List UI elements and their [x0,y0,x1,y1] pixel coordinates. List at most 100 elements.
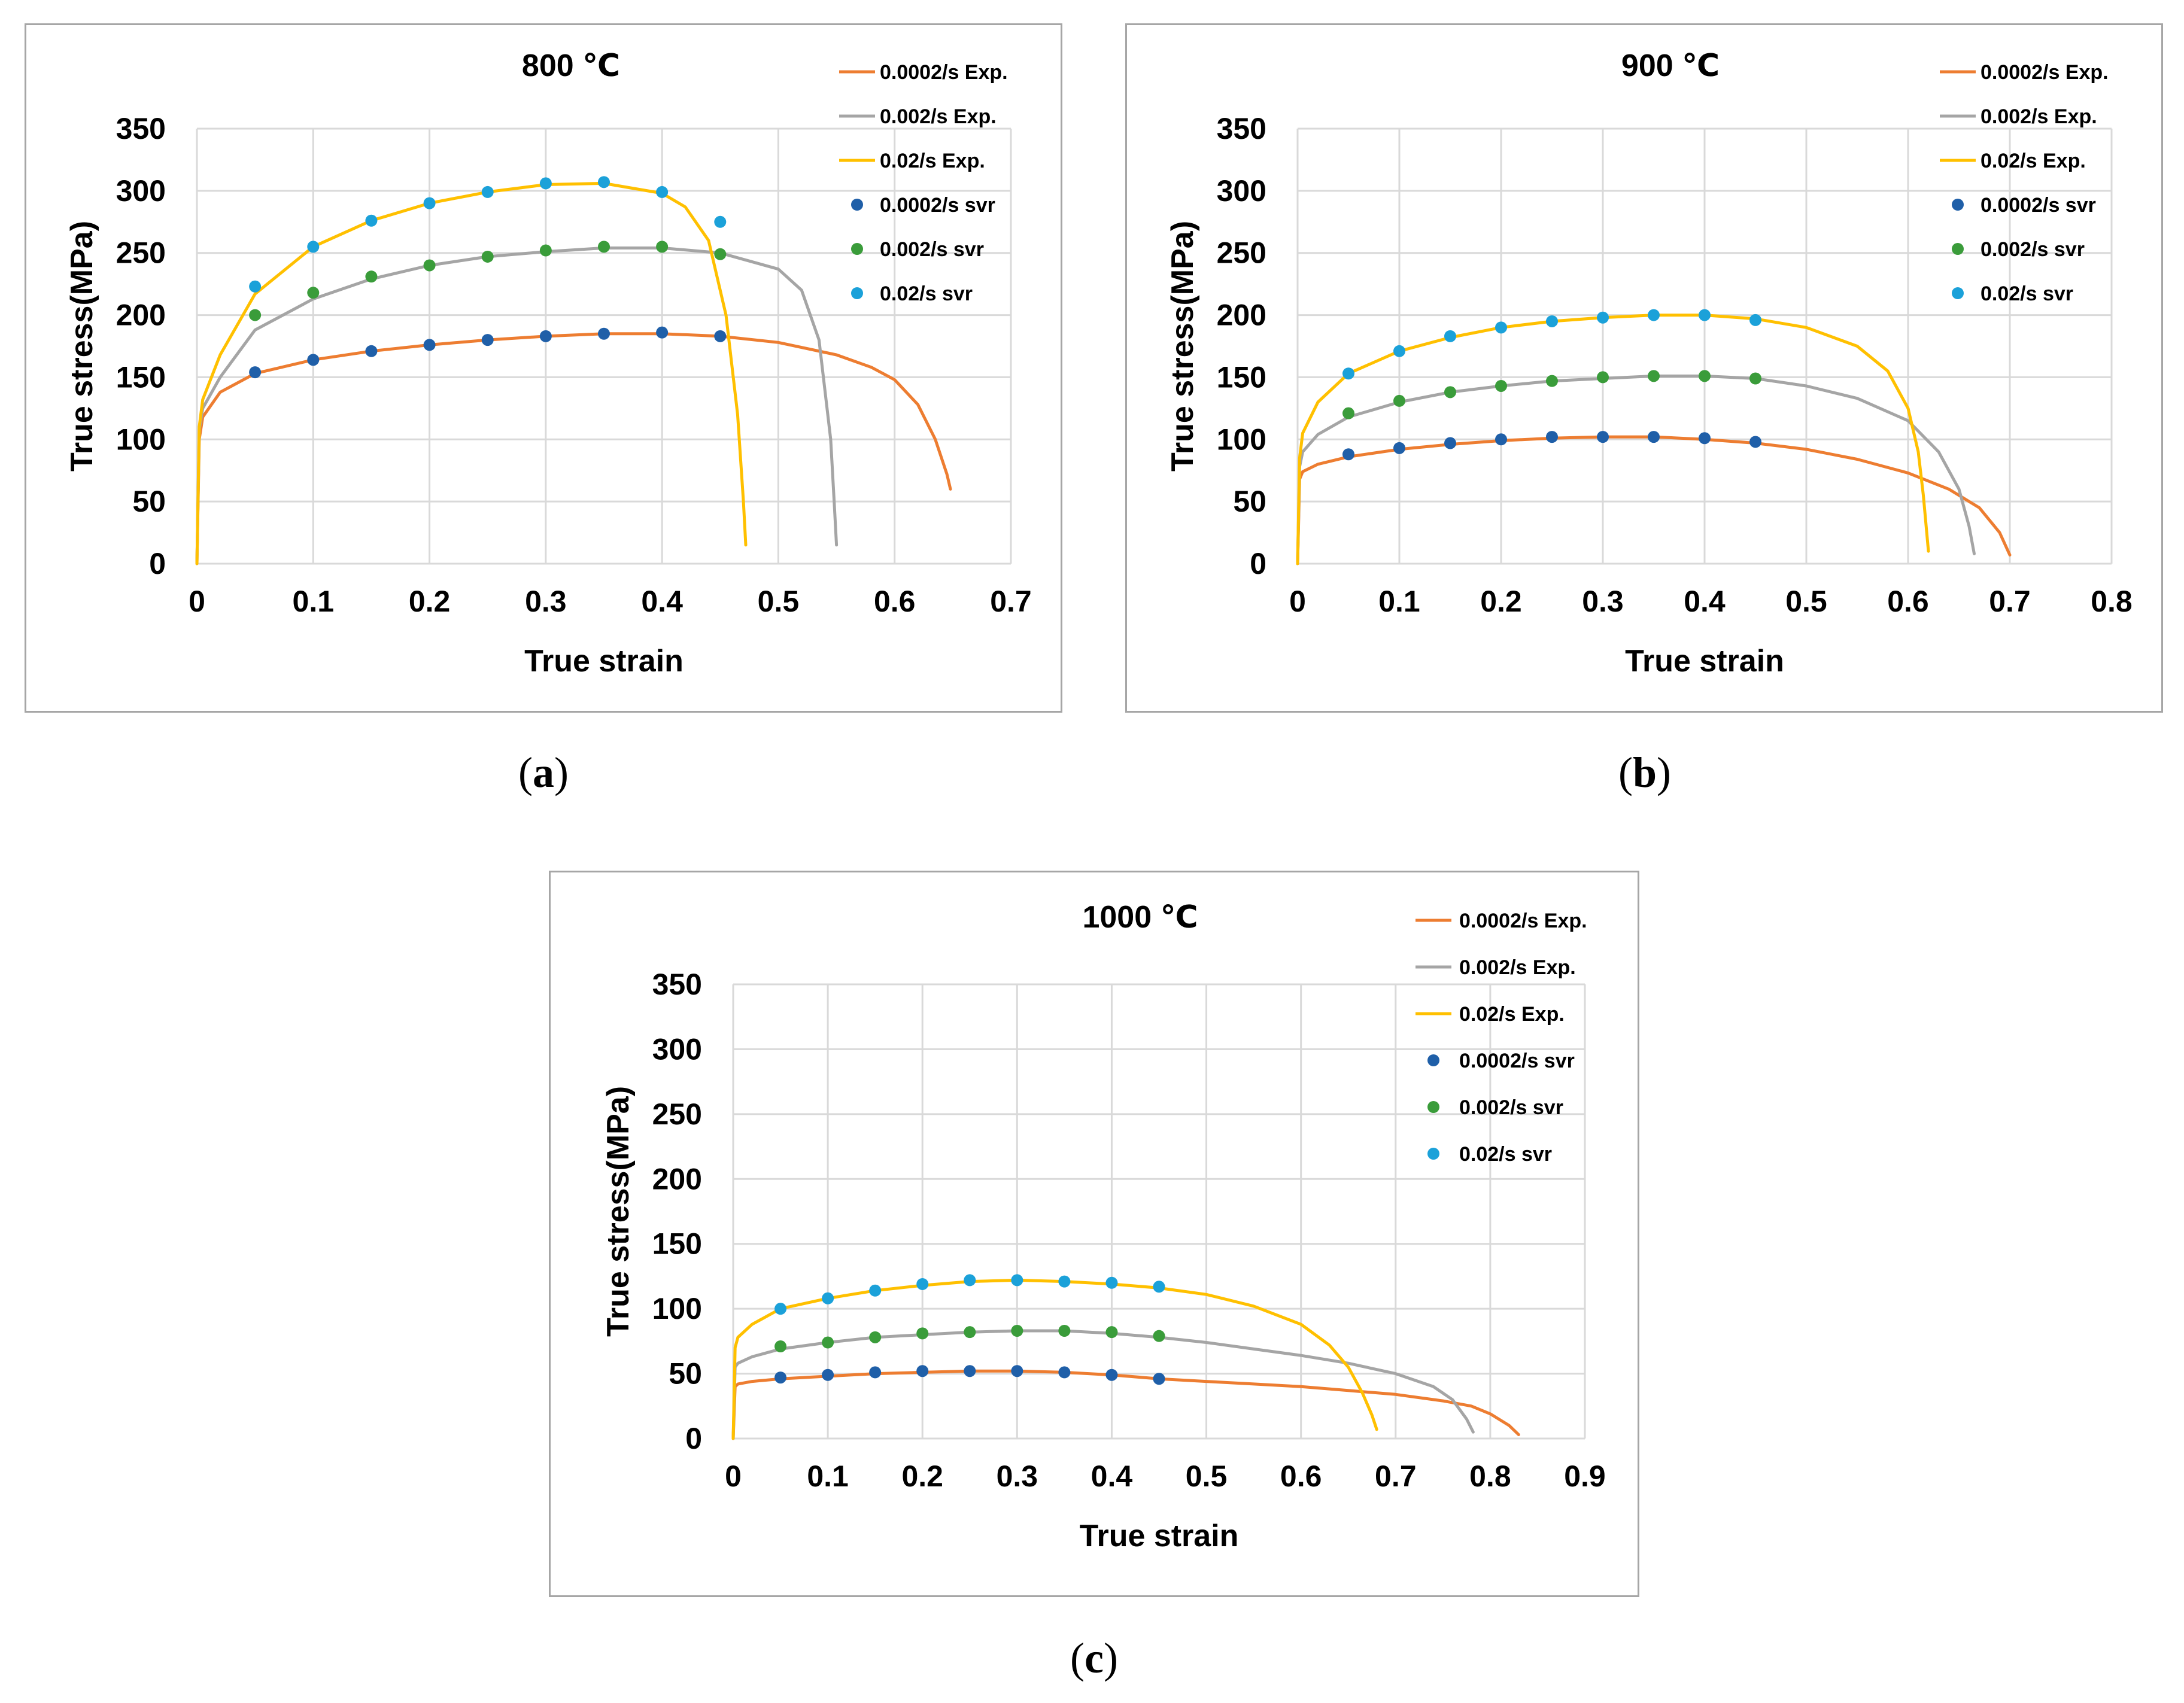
data-point [598,176,610,188]
x-tick-label: 0.5 [1186,1459,1228,1493]
data-point [964,1274,976,1287]
data-point [249,280,262,293]
data-point [249,309,262,321]
x-tick-label: 0.2 [901,1459,943,1493]
legend-label: 0.02/s Exp. [1981,150,2086,172]
chart-a-svg: 0 0.1 0.2 0.3 0.4 0.5 0.6 0.7 0 50 100 150 200 250 300… [65,48,1032,679]
legend-label: 0.0002/s Exp. [880,61,1008,84]
caption-b: (b) [1618,749,1671,796]
data-point [1648,370,1660,382]
data-point [249,366,262,379]
data-point [598,327,610,340]
series-line [1296,435,2012,565]
legend-label: 0.002/s svr [1981,238,2085,261]
data-point [365,345,378,357]
legend-label: 0.02/s svr [1459,1143,1552,1166]
x-tick-label: 0 [1289,585,1306,618]
x-tick-label: 0.2 [1480,585,1522,618]
x-tick-label: 0.7 [1375,1459,1417,1493]
chart-title: 800 ℃ [522,48,620,83]
legend-label: 0.0002/s svr [1459,1050,1575,1072]
data-point [869,1284,882,1297]
legend-marker-swatch [851,199,863,211]
y-tick-label: 50 [1233,485,1266,518]
chart-title: 900 ℃ [1621,48,1720,83]
x-tick-label: 0.5 [1785,585,1827,618]
data-point [1444,437,1456,449]
data-point [656,241,669,253]
data-point [1058,1366,1071,1379]
data-point [307,241,320,253]
data-point [822,1292,834,1304]
data-point [481,334,494,346]
data-point [774,1303,787,1315]
y-tick-label: 250 [652,1097,702,1131]
y-tick-label: 100 [116,422,166,456]
x-tick-label: 0.1 [293,585,335,618]
data-point [539,244,552,257]
data-point [1749,436,1761,448]
series-line [731,1329,1475,1440]
x-tick-label: 0.8 [1469,1459,1511,1493]
legend-marker-swatch [1952,287,1964,299]
y-tick-label: 150 [1217,360,1266,394]
data-point [423,197,436,209]
data-point [1546,315,1558,327]
y-tick-label: 300 [116,174,166,208]
legend-marker-swatch [851,243,863,255]
scatter-series [1342,370,1761,419]
data-point [1342,448,1354,461]
x-tick-label: 0.4 [1684,585,1726,618]
y-tick-label: 200 [116,299,166,332]
legend-label: 0.02/s Exp. [880,150,985,172]
data-point [1699,370,1711,382]
scatter-series [1342,309,1761,380]
legend-label: 0.002/s Exp. [880,105,997,128]
y-tick-label: 300 [652,1032,702,1066]
x-tick-label: 0.3 [525,585,567,618]
x-tick-label: 0.6 [1887,585,1929,618]
data-point [365,214,378,227]
data-point [1749,314,1761,326]
gridlines [196,127,1012,565]
data-point [1597,311,1609,324]
y-tick-label: 0 [149,547,166,580]
data-point [1699,309,1711,321]
legend-label: 0.02/s svr [1981,282,2073,305]
y-axis-label: True stress(MPa) [601,1086,636,1337]
data-point [307,287,320,299]
data-point [822,1369,834,1381]
y-tick-label: 0 [1250,547,1266,580]
data-point [1597,431,1609,443]
x-axis-label: True strain [1080,1519,1239,1553]
legend-label: 0.002/s Exp. [1459,956,1576,979]
scatter-series [249,176,727,293]
y-tick-label: 0 [685,1422,702,1455]
data-point [964,1365,976,1377]
y-tick-label: 250 [1217,236,1266,270]
legend-marker-swatch [1427,1101,1439,1113]
chart-title: 1000 ℃ [1082,900,1198,935]
y-tick-label: 200 [1217,299,1266,332]
x-tick-label: 0.3 [1582,585,1624,618]
legend-label: 0.0002/s Exp. [1459,910,1587,932]
legend-marker-swatch [1427,1148,1439,1160]
gridlines [732,983,1586,1440]
data-point [1105,1369,1118,1381]
caption-c: (c) [1070,1634,1118,1682]
series-line [195,246,839,565]
y-tick-label: 150 [652,1227,702,1261]
x-tick-label: 0.9 [1564,1459,1606,1493]
data-point [1011,1274,1023,1287]
data-point [1648,431,1660,443]
data-point [822,1336,834,1349]
y-tick-label: 250 [116,236,166,270]
data-point [365,270,378,283]
data-point [869,1366,882,1379]
legend-label: 0.02/s Exp. [1459,1003,1565,1026]
x-tick-label: 0.8 [2091,585,2133,618]
legend-label: 0.0002/s svr [880,194,995,217]
chart-panel-c: 0 0.1 0.2 0.3 0.4 0.5 0.6 0.7 0.8 0.9 0 50 100 150 200… [549,871,1639,1597]
data-point [774,1371,787,1384]
data-point [656,326,669,339]
